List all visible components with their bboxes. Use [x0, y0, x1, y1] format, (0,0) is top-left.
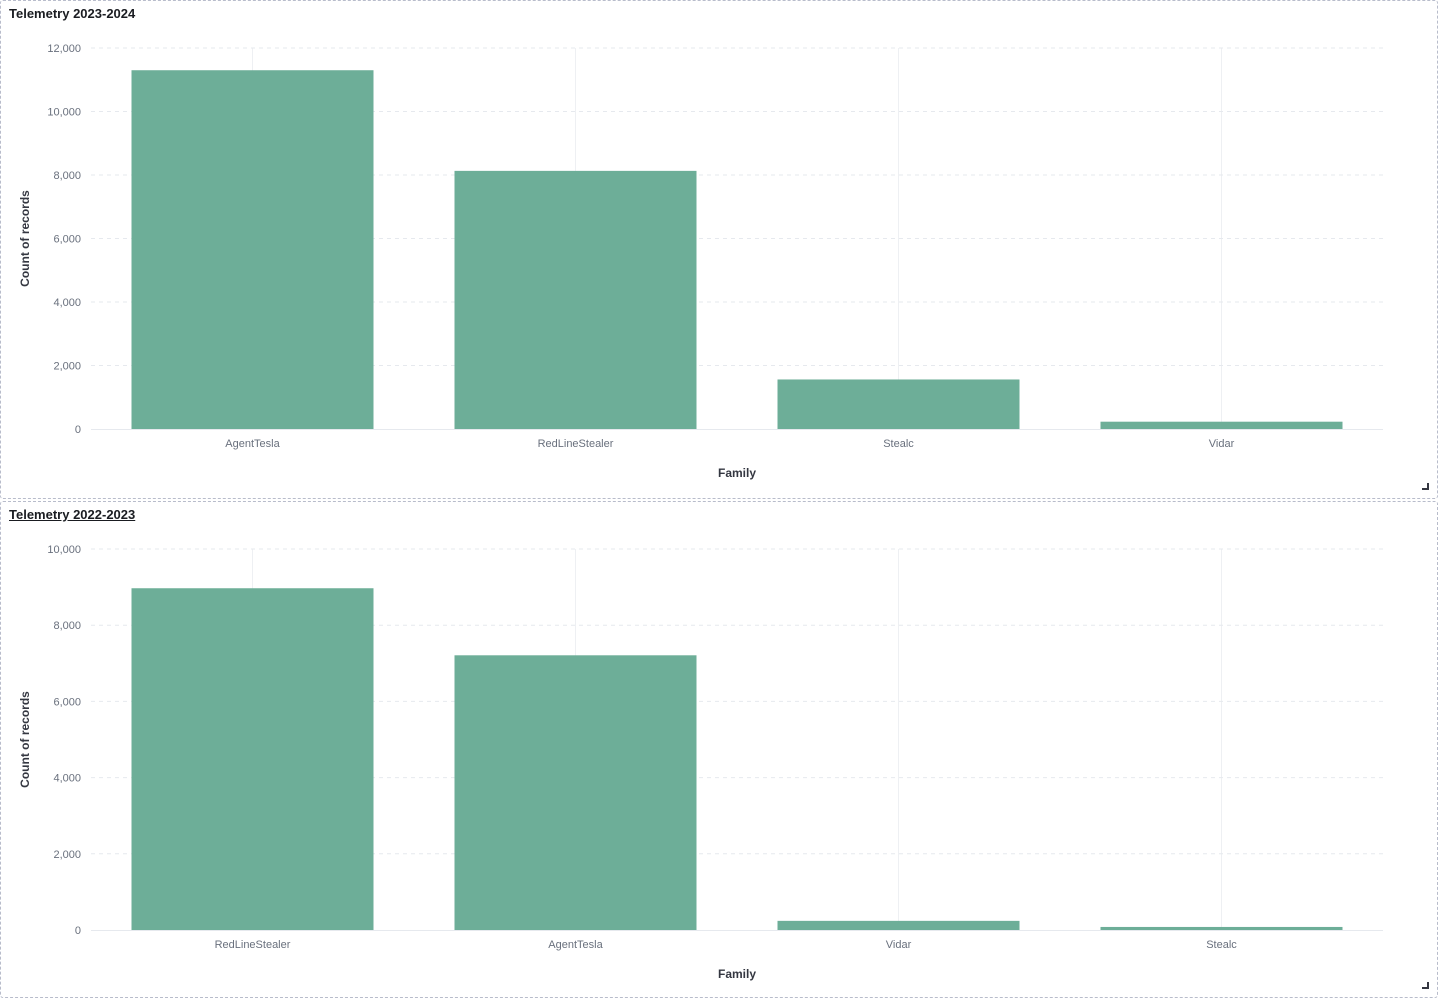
bar-AgentTesla	[131, 70, 374, 429]
y-tick-label: 8,000	[53, 620, 81, 632]
y-tick-label: 0	[75, 925, 81, 937]
x-tick-label: RedLineStealer	[215, 939, 291, 951]
panel-title[interactable]: Telemetry 2023-2024	[9, 6, 136, 21]
bar-AgentTesla	[454, 655, 697, 930]
panel-title[interactable]: Telemetry 2022-2023	[9, 507, 136, 522]
chart-panel-2023-2024: Telemetry 2023-2024 0 2,000 4,000 6,000 8,00…	[0, 0, 1438, 499]
bar-Vidar	[1100, 421, 1343, 429]
y-axis-title: Count of records	[18, 691, 32, 788]
y-tick-label: 2,000	[53, 849, 81, 861]
x-tick-label: Stealc	[883, 438, 914, 450]
x-tick-label: Vidar	[1209, 438, 1235, 450]
bar-Vidar	[777, 920, 1020, 930]
bar-chart-2023-2024: 0 2,000 4,000 6,000 8,000 10,000 12,000 AgentTe…	[18, 43, 1383, 480]
y-tick-label: 10,000	[47, 544, 81, 556]
y-tick-label: 6,000	[53, 696, 81, 708]
bar-RedLineStealer	[454, 170, 697, 429]
bar-Stealc	[1100, 926, 1343, 930]
bar-RedLineStealer	[131, 588, 374, 930]
resize-handle-icon[interactable]	[1422, 483, 1429, 490]
y-tick-label: 10,000	[47, 107, 81, 119]
y-tick-label: 12,000	[47, 43, 81, 55]
bar-Stealc	[777, 379, 1020, 429]
resize-handle-icon[interactable]	[1422, 982, 1429, 989]
x-tick-label: Stealc	[1206, 939, 1237, 951]
y-tick-label: 0	[75, 424, 81, 436]
x-tick-label: Vidar	[886, 939, 912, 951]
x-tick-label: RedLineStealer	[538, 438, 614, 450]
x-tick-label: AgentTesla	[225, 438, 280, 450]
y-axis-title: Count of records	[18, 190, 32, 287]
y-tick-label: 6,000	[53, 234, 81, 246]
chart-panel-2022-2023: Telemetry 2022-2023 0 2,000 4,000 6,000 8,00…	[0, 501, 1438, 998]
y-tick-label: 8,000	[53, 170, 81, 182]
y-tick-label: 2,000	[53, 361, 81, 373]
y-tick-label: 4,000	[53, 773, 81, 785]
y-tick-label: 4,000	[53, 297, 81, 309]
bar-chart-2022-2023: 0 2,000 4,000 6,000 8,000 10,000 RedLineSteale…	[18, 544, 1383, 981]
x-axis-title: Family	[718, 466, 756, 480]
x-tick-label: AgentTesla	[548, 939, 603, 951]
x-axis-title: Family	[718, 967, 756, 981]
